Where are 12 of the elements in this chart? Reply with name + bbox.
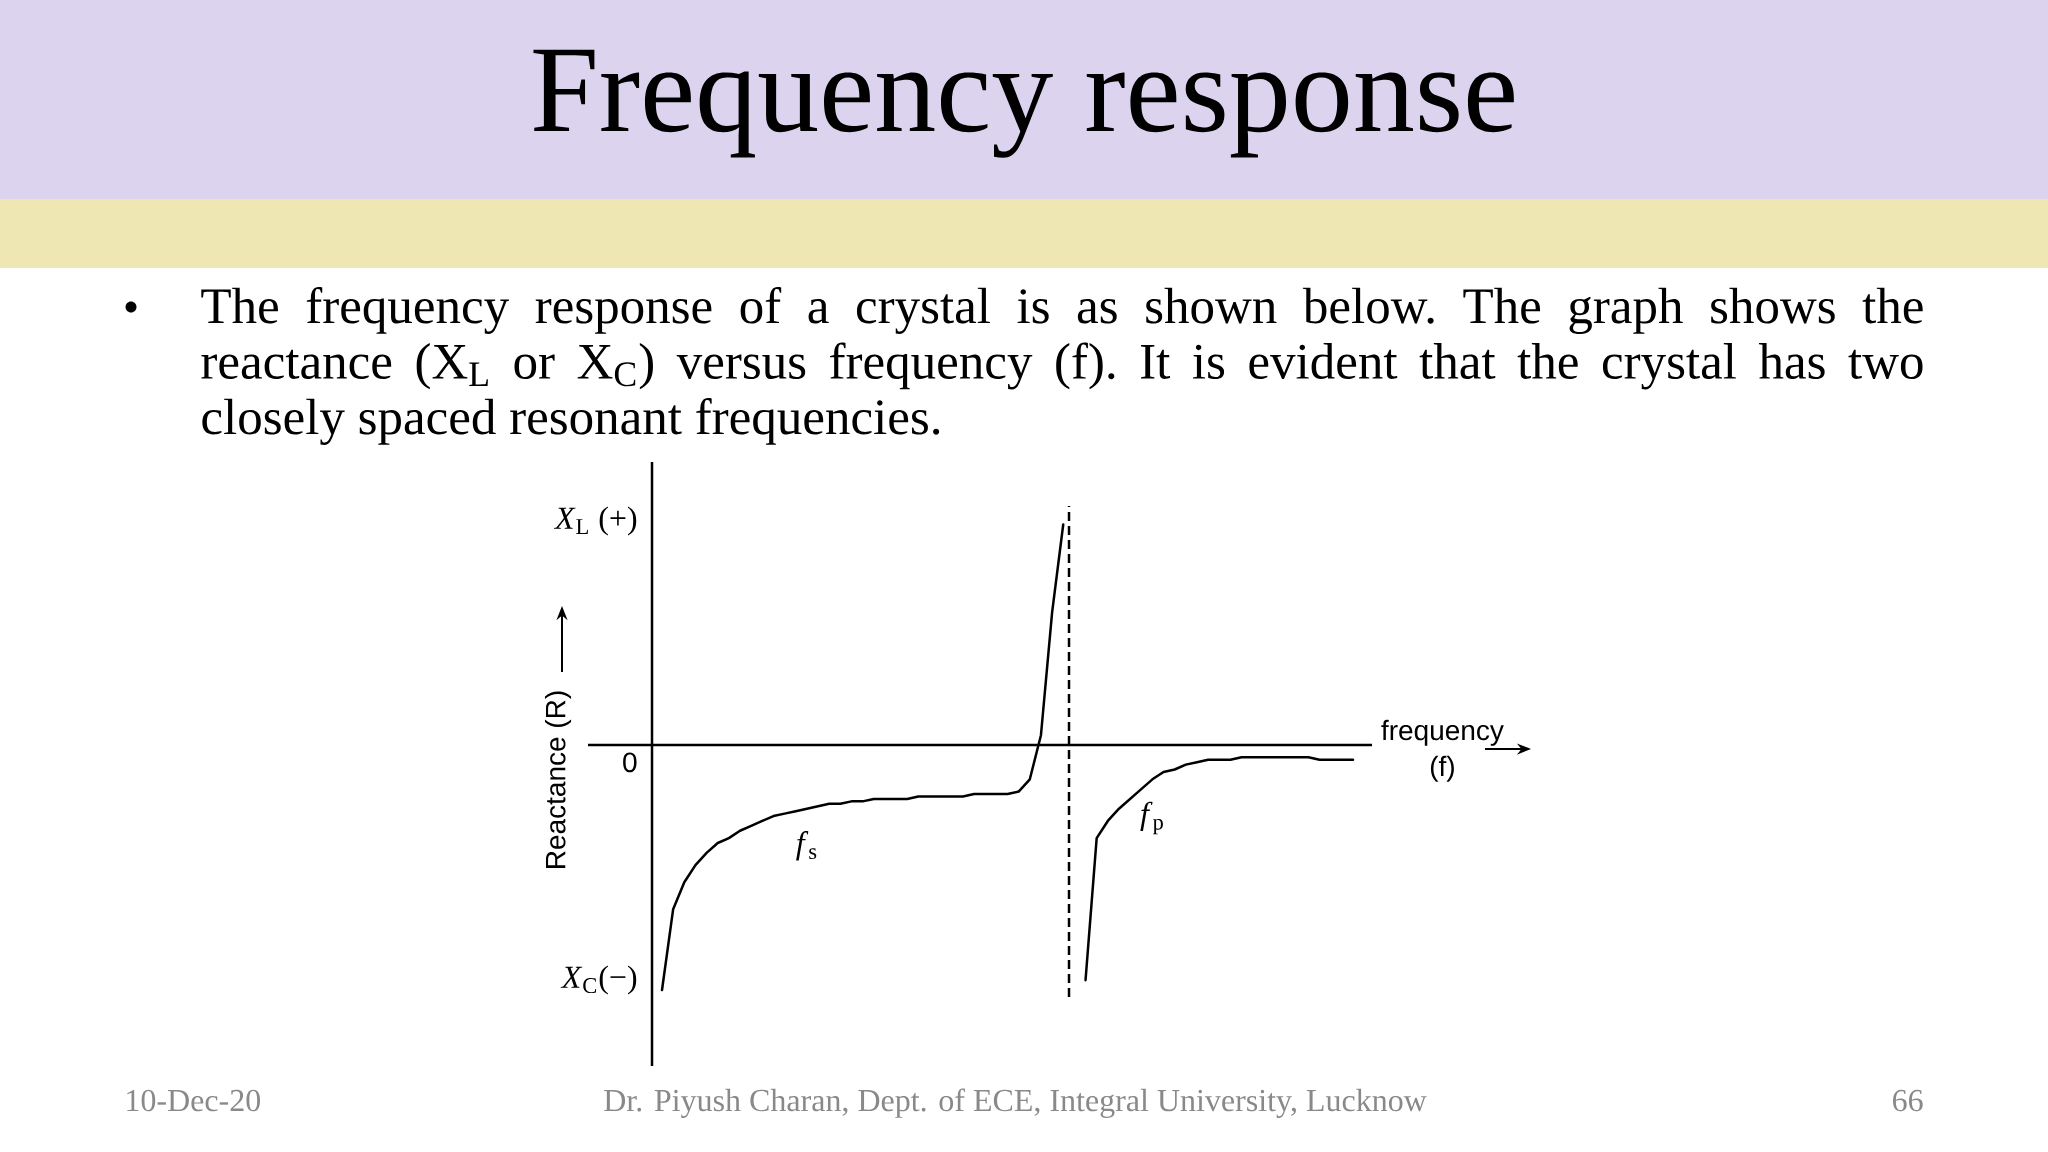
text: X$_{C}$(−): [560, 965, 637, 995]
series-label: f$_{s}$: [796, 831, 817, 861]
text: 10-Dec-20: [127, 1089, 261, 1112]
x-axis-title: frequency (f): [1381, 719, 1504, 782]
chart-subtitle: The frequency response of a crystal is as shown below. The graph shows the reactance (X$_{L}$ or X$_{C}$) versus frequency (f). It is evident that the crystal has two closely spaced resonant frequencies.: [201, 287, 1923, 446]
text: X$_{L}$ (+): [553, 506, 637, 536]
y-axis-title: Reactance (R): [544, 691, 572, 868]
chart-title: Frequency response: [533, 49, 1514, 158]
text: 66: [1893, 1089, 1923, 1112]
text: Dr. Piyush Charan, Dept. of ECE, Integral University, Lucknow: [604, 1088, 1427, 1118]
series-label: f$_{p}$: [1140, 801, 1163, 835]
text: 0: [623, 752, 637, 773]
